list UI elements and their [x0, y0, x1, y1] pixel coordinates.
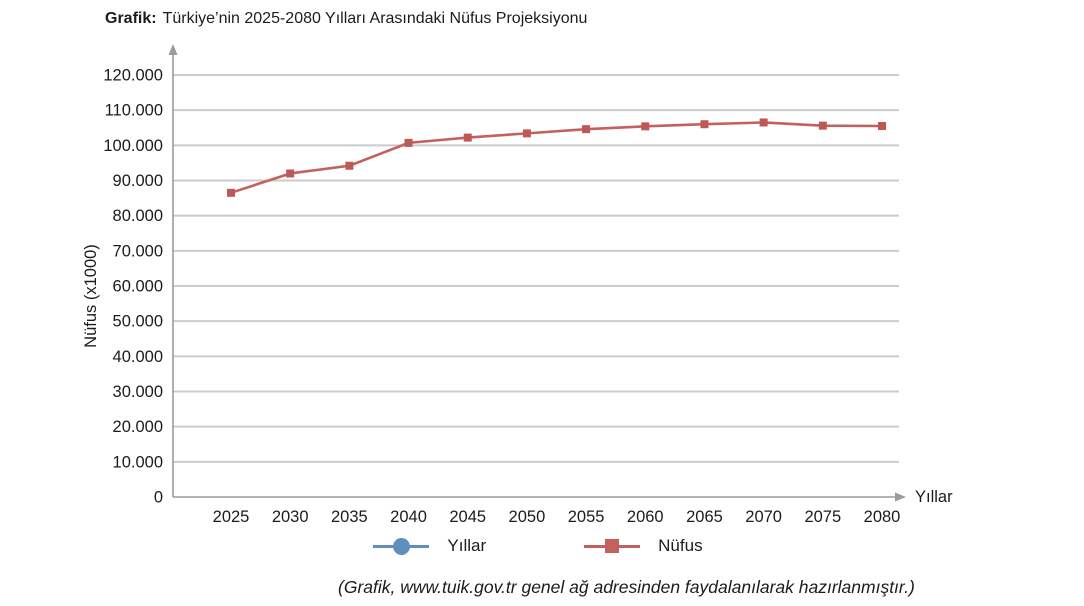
x-tick-label: 2055	[568, 508, 605, 526]
legend-item-nufus: Nüfus	[584, 536, 703, 556]
data-point-marker	[404, 138, 413, 147]
y-axis-title: Nüfus (x1000)	[82, 244, 100, 348]
y-tick-label: 40.000	[113, 348, 163, 366]
x-tick-label: 2040	[390, 508, 427, 526]
y-tick-label: 120.000	[103, 67, 163, 85]
x-tick-label: 2070	[745, 508, 782, 526]
y-tick-label: 20.000	[113, 418, 163, 436]
x-tick-label: 2025	[213, 508, 250, 526]
data-point-marker	[582, 125, 591, 134]
y-tick-label: 70.000	[113, 242, 163, 260]
y-tick-label: 50.000	[113, 313, 163, 331]
data-point-marker	[700, 120, 709, 129]
x-tick-label: 2080	[864, 508, 901, 526]
y-axis-arrow-icon	[168, 44, 178, 55]
circle-marker-icon	[373, 537, 430, 555]
x-tick-label: 2030	[272, 508, 309, 526]
y-tick-label: 90.000	[113, 172, 163, 190]
y-tick-label: 10.000	[113, 453, 163, 471]
square-marker-icon	[584, 539, 641, 553]
data-point-marker	[286, 169, 295, 178]
data-point-marker	[463, 133, 472, 142]
data-point-marker	[878, 121, 886, 130]
x-tick-label: 2045	[449, 508, 486, 526]
legend-item-yillar: Yıllar	[373, 536, 486, 556]
data-point-marker	[818, 121, 827, 130]
data-point-marker	[522, 129, 531, 138]
data-point-marker	[227, 188, 235, 197]
y-tick-label: 60.000	[113, 278, 163, 296]
y-tick-label: 110.000	[105, 102, 163, 120]
y-tick-label: 80.000	[113, 207, 163, 225]
legend-label-nufus: Nüfus	[658, 536, 703, 555]
x-axis-arrow-icon	[895, 492, 906, 502]
chart-title-prefix: Grafik:	[105, 10, 157, 27]
x-tick-label: 2050	[509, 508, 546, 526]
data-point-marker	[641, 122, 650, 131]
x-tick-label: 2035	[331, 508, 368, 526]
x-tick-label: 2075	[804, 508, 841, 526]
x-tick-label: 2065	[686, 508, 723, 526]
y-tick-label: 0	[154, 489, 163, 507]
chart-legend: Yıllar Nüfus	[173, 536, 903, 556]
y-tick-label: 100.000	[103, 137, 163, 155]
series-line-nufus	[230, 121, 883, 195]
chart-title: Grafik: Türkiye’nin 2025-2080 Yılları Ara…	[105, 9, 587, 29]
source-note: (Grafik, www.tuik.gov.tr genel ağ adresi…	[338, 577, 915, 597]
data-point-marker	[345, 161, 354, 170]
data-point-marker	[759, 118, 768, 127]
y-tick-label: 30.000	[113, 383, 163, 401]
x-tick-label: 2060	[627, 508, 664, 526]
legend-label-yillar: Yıllar	[447, 536, 487, 555]
chart-title-text: Türkiye’nin 2025-2080 Yılları Arasındaki…	[162, 10, 588, 27]
x-axis-title: Yıllar	[915, 488, 953, 506]
